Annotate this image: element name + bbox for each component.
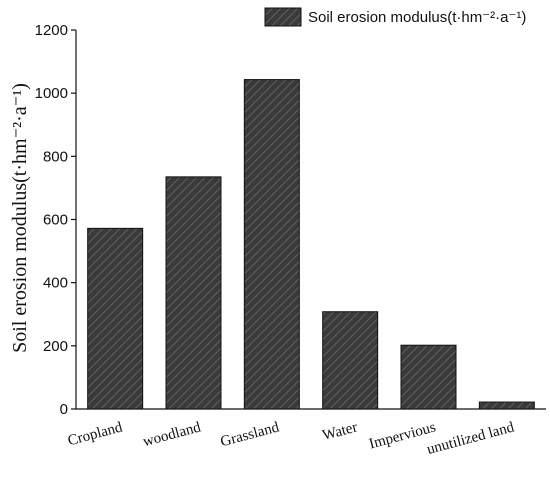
bar-unutilized-land xyxy=(478,401,535,410)
bar-grassland xyxy=(243,79,300,410)
axes xyxy=(75,30,546,410)
y-tick-label: 600 xyxy=(43,212,68,229)
y-axis-title: Soil erosion modulus(t·hm⁻²·a⁻¹) xyxy=(9,83,31,353)
x-tick-label: unutilized land xyxy=(425,419,516,458)
bar-cropland xyxy=(87,227,144,410)
y-tick-label: 0 xyxy=(60,401,68,418)
y-tick-label: 1000 xyxy=(35,85,68,102)
x-tick-label: woodland xyxy=(141,419,203,450)
y-ticks: 0 200 400 600 800 1000 1200 xyxy=(35,22,76,418)
bars-group xyxy=(87,79,535,410)
y-tick-label: 800 xyxy=(43,148,68,165)
legend-label: Soil erosion modulus(t·hm⁻²·a⁻¹) xyxy=(308,9,526,26)
legend: Soil erosion modulus(t·hm⁻²·a⁻¹) xyxy=(264,7,526,27)
bar-woodland xyxy=(165,176,222,410)
x-tick-label: Water xyxy=(321,419,359,444)
y-tick-label: 1200 xyxy=(35,22,68,39)
legend-swatch xyxy=(264,7,302,27)
x-tick-labels: Cropland woodland Grassland Water Impervious… xyxy=(66,419,516,458)
y-tick-label: 200 xyxy=(43,338,68,355)
x-tick-label: Grassland xyxy=(219,419,282,450)
bar-water xyxy=(322,311,379,410)
bar-impervious xyxy=(400,344,457,410)
y-tick-label: 400 xyxy=(43,275,68,292)
x-tick-label: Cropland xyxy=(66,419,125,449)
